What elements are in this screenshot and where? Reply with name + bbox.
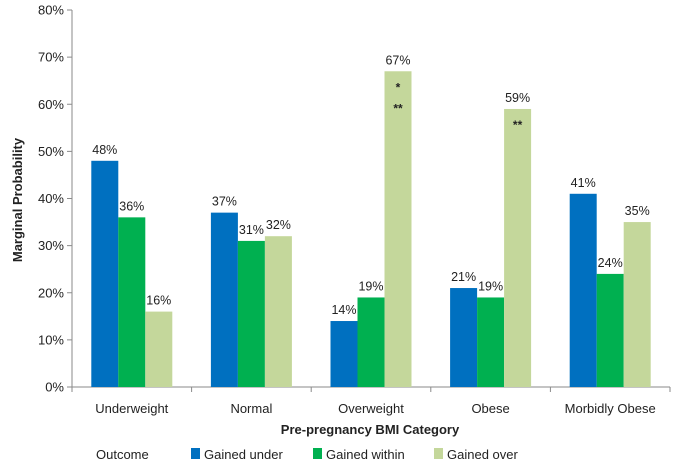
bar [237,240,265,387]
bar [384,71,412,387]
bar [264,236,292,387]
data-label: 19% [478,279,503,293]
bar [477,297,505,387]
significance-mark: ** [393,101,403,115]
significance-mark: ** [513,118,523,132]
y-tick-label: 30% [38,238,64,253]
y-tick-label: 40% [38,191,64,206]
data-label: 59% [505,91,530,105]
legend-swatch [434,448,443,459]
legend-entry: Gained over [447,447,518,462]
y-axis-title: Marginal Probability [10,137,25,262]
data-label: 36% [119,199,144,213]
legend: Outcome Gained under Gained within Gained … [96,447,518,462]
category-label: Normal [230,401,272,416]
category-label: Underweight [95,401,168,416]
data-label: 14% [331,303,356,317]
bar [569,193,597,387]
legend-title: Outcome [96,447,149,462]
data-labels: 48%36%16%37%31% 32%14%19%67%21%19%59%41%2… [92,53,649,317]
y-tick-label: 20% [38,285,64,300]
data-label: 37% [212,195,237,209]
data-label: 19% [358,279,383,293]
y-tick-label: 50% [38,144,64,159]
y-axis: 0% 10% 20% 30% 40% 50% 60% 70% 80% [38,3,73,395]
data-label: 31% [239,223,264,237]
data-label: 21% [451,270,476,284]
category-label: Overweight [338,401,404,416]
data-label: 32% [266,218,291,232]
bar [118,217,146,387]
data-label: 41% [571,176,596,190]
significance-mark: * [396,80,401,94]
bar [91,160,119,387]
data-label: 16% [146,294,171,308]
y-tick-label: 80% [38,3,64,18]
bar [145,311,173,387]
data-label: 35% [625,204,650,218]
category-label: Morbidly Obese [565,401,656,416]
legend-entry: Gained within [326,447,405,462]
y-tick-label: 10% [38,332,64,347]
legend-entry: Gained under [204,447,283,462]
category-label: Obese [471,401,509,416]
legend-swatch [313,448,322,459]
bar [210,212,238,387]
annotations: ***** [393,80,522,132]
bar [330,321,358,387]
x-axis-title: Pre-pregnancy BMI Category [281,422,460,437]
data-label: 67% [385,53,410,67]
bar [450,288,478,387]
data-label: 24% [598,256,623,270]
legend-swatch [191,448,200,459]
y-tick-label: 60% [38,97,64,112]
bar [596,273,624,387]
x-axis: Underweight Normal Overweight Obese Morbidly… [71,386,671,416]
y-tick-label: 70% [38,50,64,65]
data-label: 48% [92,143,117,157]
bar [357,297,385,387]
y-tick-label: 0% [45,380,64,395]
bar [623,222,651,387]
bar [504,108,532,388]
bars [91,71,651,388]
